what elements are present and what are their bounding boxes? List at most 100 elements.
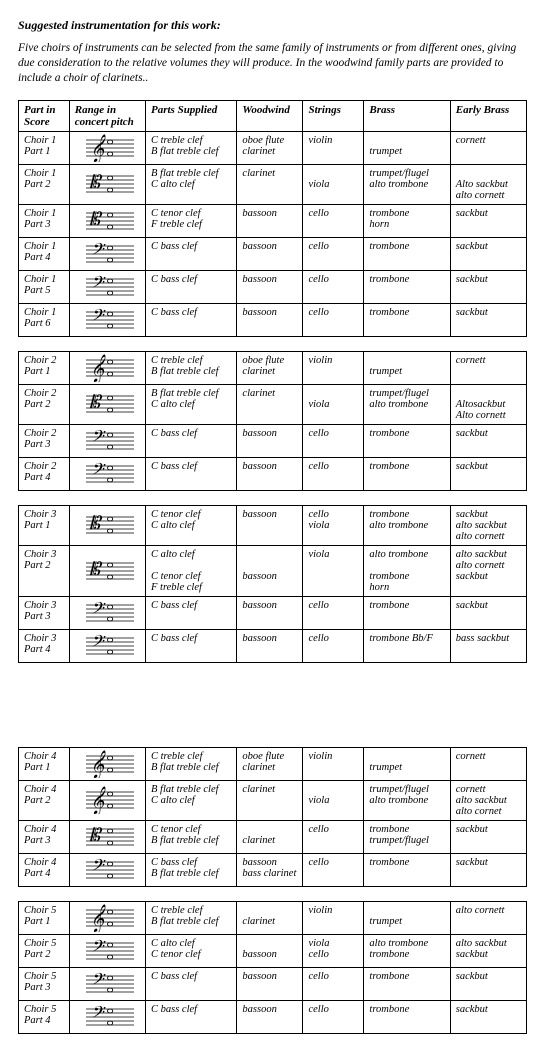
woodwind-cell: clarinet [237, 384, 303, 424]
svg-text:𝄡: 𝄡 [89, 172, 103, 192]
strings-cell: violin [303, 747, 364, 780]
part-cell: Choir 5Part 1 [19, 901, 70, 934]
brass-cell: trombone [364, 967, 450, 1000]
early-brass-cell: sackbut [450, 204, 526, 237]
brass-cell: trombonetrumpet/flugel [364, 820, 450, 853]
strings-cell: viola [303, 780, 364, 820]
instrumentation-table: Choir 3Part 1 𝄡 C tenor clefC alto clefb… [18, 505, 527, 663]
svg-text:𝄡: 𝄡 [89, 209, 103, 229]
range-cell: 𝄡 [69, 164, 145, 204]
woodwind-cell: oboe fluteclarinet [237, 351, 303, 384]
page-title: Suggested instrumentation for this work: [18, 18, 527, 33]
clefs-cell: B flat treble clefC alto clef [145, 780, 236, 820]
part-cell: Choir 4Part 3 [19, 820, 70, 853]
part-cell: Choir 1Part 4 [19, 237, 70, 270]
strings-cell: cello [303, 820, 364, 853]
table-row: Choir 1Part 3 𝄡 C tenor clefF treble cle… [19, 204, 527, 237]
strings-cell: violin [303, 131, 364, 164]
strings-cell: cello [303, 457, 364, 490]
intro-text: Five choirs of instruments can be select… [18, 41, 527, 86]
brass-cell: trombone Bb/F [364, 629, 450, 662]
strings-cell: violin [303, 351, 364, 384]
table-row: Choir 5Part 3 𝄢 C bass clefbassooncellot… [19, 967, 527, 1000]
svg-text:𝄡: 𝄡 [89, 825, 103, 845]
column-header: Range in concert pitch [69, 100, 145, 131]
strings-cell: cello [303, 270, 364, 303]
table-row: Choir 1Part 6 𝄢 C bass clefbassooncellot… [19, 303, 527, 336]
strings-cell: cello [303, 967, 364, 1000]
early-brass-cell: alto sackbutsackbut [450, 934, 526, 967]
part-cell: Choir 2Part 2 [19, 384, 70, 424]
woodwind-cell: bassoon [237, 237, 303, 270]
early-brass-cell: bass sackbut [450, 629, 526, 662]
range-cell: 𝄢 [69, 1000, 145, 1033]
svg-text:𝄢: 𝄢 [90, 274, 106, 296]
table-row: Choir 5Part 2 𝄢 C alto clefC tenor clef … [19, 934, 527, 967]
range-cell: 𝄢 [69, 303, 145, 336]
svg-text:𝄢: 𝄢 [90, 307, 106, 329]
strings-cell: violacello [303, 934, 364, 967]
woodwind-cell: bassoon [237, 967, 303, 1000]
clefs-cell: C treble clefB flat treble clef [145, 747, 236, 780]
column-header: Part in Score [19, 100, 70, 131]
woodwind-cell: clarinet [237, 780, 303, 820]
early-brass-cell: sackbut [450, 270, 526, 303]
range-cell: 𝄢 [69, 934, 145, 967]
range-cell: 𝄢 [69, 629, 145, 662]
range-cell: 𝄞 [69, 747, 145, 780]
strings-cell: viola [303, 384, 364, 424]
part-cell: Choir 4Part 2 [19, 780, 70, 820]
table-row: Choir 3Part 1 𝄡 C tenor clefC alto clefb… [19, 505, 527, 545]
range-cell: 𝄢 [69, 596, 145, 629]
woodwind-cell: bassoon [237, 204, 303, 237]
strings-cell: viola [303, 545, 364, 596]
brass-cell: trombonehorn [364, 204, 450, 237]
clefs-cell: C bass clefB flat treble clef [145, 853, 236, 886]
early-brass-cell: AltosackbutAlto cornett [450, 384, 526, 424]
part-cell: Choir 5Part 4 [19, 1000, 70, 1033]
table-header-row: Part in ScoreRange in concert pitchParts… [19, 100, 527, 131]
clefs-cell: C bass clef [145, 270, 236, 303]
brass-cell: alto trombone trombonehorn [364, 545, 450, 596]
svg-text:𝄡: 𝄡 [89, 559, 103, 579]
early-brass-cell: sackbut [450, 820, 526, 853]
woodwind-cell: bassoon [237, 303, 303, 336]
range-cell: 𝄞 [69, 901, 145, 934]
range-cell: 𝄢 [69, 457, 145, 490]
part-cell: Choir 4Part 4 [19, 853, 70, 886]
range-cell: 𝄡 [69, 505, 145, 545]
clefs-cell: C alto clef C tenor clefF treble clef [145, 545, 236, 596]
clefs-cell: C bass clef [145, 457, 236, 490]
woodwind-cell: clarinet [237, 820, 303, 853]
svg-text:𝄢: 𝄢 [90, 971, 106, 993]
strings-cell: cello [303, 237, 364, 270]
svg-text:𝄢: 𝄢 [90, 600, 106, 622]
range-cell: 𝄞 [69, 351, 145, 384]
range-cell: 𝄢 [69, 967, 145, 1000]
early-brass-cell: cornett [450, 351, 526, 384]
woodwind-cell: clarinet [237, 901, 303, 934]
strings-cell: viola [303, 164, 364, 204]
column-header: Woodwind [237, 100, 303, 131]
instrumentation-table: Choir 2Part 1 𝄞 C treble clefB flat treb… [18, 351, 527, 491]
clefs-cell: C bass clef [145, 1000, 236, 1033]
early-brass-cell: cornettalto sackbutalto cornet [450, 780, 526, 820]
svg-text:𝄞: 𝄞 [90, 786, 106, 814]
woodwind-cell: oboe fluteclarinet [237, 747, 303, 780]
svg-text:𝄞: 𝄞 [90, 134, 106, 162]
clefs-cell: C alto clefC tenor clef [145, 934, 236, 967]
table-row: Choir 1Part 4 𝄢 C bass clefbassooncellot… [19, 237, 527, 270]
brass-cell: trumpet/flugelalto trombone [364, 164, 450, 204]
tables-container: Part in ScoreRange in concert pitchParts… [18, 100, 527, 1034]
brass-cell: trumpet/flugelalto trombone [364, 780, 450, 820]
brass-cell: trombone [364, 237, 450, 270]
woodwind-cell: bassoon [237, 629, 303, 662]
clefs-cell: B flat treble clefC alto clef [145, 384, 236, 424]
clefs-cell: C tenor clefB flat treble clef [145, 820, 236, 853]
table-row: Choir 4Part 2 𝄞 B flat treble clefC alto… [19, 780, 527, 820]
range-cell: 𝄢 [69, 270, 145, 303]
table-row: Choir 1Part 1 𝄞 C treble clefB flat treb… [19, 131, 527, 164]
range-cell: 𝄞 [69, 131, 145, 164]
clefs-cell: C bass clef [145, 237, 236, 270]
table-row: Choir 4Part 4 𝄢 C bass clefB flat treble… [19, 853, 527, 886]
